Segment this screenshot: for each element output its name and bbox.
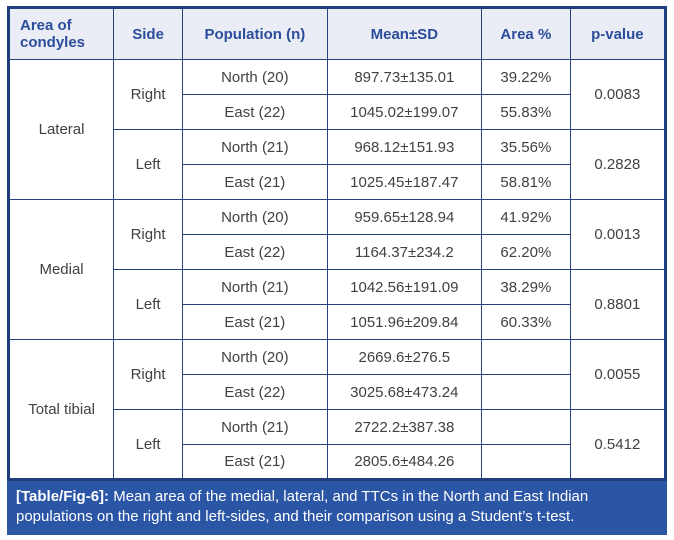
table-row: East (22) 1045.02±199.07 55.83% <box>9 94 666 130</box>
p-value-cell: 0.8801 <box>569 269 667 340</box>
population-cell: East (21) <box>182 304 328 340</box>
mean-sd-cell: 1051.96±209.84 <box>326 304 483 340</box>
mean-sd-cell: 1025.45±187.47 <box>326 164 483 200</box>
population-cell: East (22) <box>182 234 328 270</box>
table-row: East (21) 1025.45±187.47 58.81% <box>9 164 666 200</box>
side-cell: Left <box>113 129 184 200</box>
side-cell: Right <box>113 339 184 410</box>
area-pct-cell: 60.33% <box>481 304 571 340</box>
table-row: Total tibial Right North (20) 2669.6±276… <box>7 339 667 480</box>
table-row: Lateral Right North (20) 897.73±135.01 3… <box>7 59 667 200</box>
side-cell: Left <box>113 409 184 480</box>
population-cell: North (21) <box>182 409 328 445</box>
area-pct-cell: 35.56% <box>481 129 571 165</box>
col-header-population: Population (n) <box>182 7 328 60</box>
col-header-area-pct: Area % <box>481 7 571 60</box>
population-cell: North (21) <box>182 269 328 305</box>
table-row: Left North (21) 968.12±151.93 35.56% 0.2… <box>9 129 667 200</box>
caption-label: [Table/Fig-6]: <box>16 488 110 505</box>
col-header-p-value: p-value <box>569 7 667 60</box>
side-cell: Right <box>113 199 184 270</box>
header-row: Area of condyles Side Population (n) Mea… <box>7 7 667 60</box>
table-row: Left North (21) 1042.56±191.09 38.29% 0.… <box>9 269 667 340</box>
condyle-area-table: Area of condyles Side Population (n) Mea… <box>7 6 667 481</box>
col-header-side: Side <box>113 7 184 60</box>
area-cell: Medial <box>7 199 115 340</box>
col-header-area-of-condyles: Area of condyles <box>7 7 115 60</box>
col-header-mean-sd: Mean±SD <box>326 7 483 60</box>
p-value-cell: 0.5412 <box>569 409 667 480</box>
mean-sd-cell: 897.73±135.01 <box>326 59 483 95</box>
p-value-cell: 0.0055 <box>569 339 667 410</box>
p-value-cell: 0.0013 <box>569 199 667 270</box>
area-pct-cell: 58.81% <box>481 164 571 200</box>
area-pct-cell <box>481 444 571 480</box>
population-cell: North (20) <box>182 59 328 95</box>
area-pct-cell: 62.20% <box>481 234 571 270</box>
population-cell: East (22) <box>182 374 328 410</box>
table-row: East (22) 1164.37±234.2 62.20% <box>9 234 666 270</box>
table-caption: [Table/Fig-6]: Mean area of the medial, … <box>7 481 667 535</box>
mean-sd-cell: 1164.37±234.2 <box>326 234 483 270</box>
area-pct-cell: 55.83% <box>481 94 571 130</box>
table-header: Area of condyles Side Population (n) Mea… <box>7 7 667 60</box>
mean-sd-cell: 2722.2±387.38 <box>326 409 483 445</box>
population-cell: North (20) <box>182 339 328 375</box>
population-cell: North (20) <box>182 199 328 235</box>
mean-sd-cell: 959.65±128.94 <box>326 199 483 235</box>
mean-sd-cell: 968.12±151.93 <box>326 129 483 165</box>
table-body: Lateral Right North (20) 897.73±135.01 3… <box>7 59 667 480</box>
mean-sd-cell: 2805.6±484.26 <box>326 444 483 480</box>
area-pct-cell <box>481 374 571 410</box>
table-row: East (21) 2805.6±484.26 <box>9 444 666 480</box>
mean-sd-cell: 1045.02±199.07 <box>326 94 483 130</box>
table-row: Left North (21) 2722.2±387.38 0.5412 <box>9 409 667 480</box>
caption-text: Mean area of the medial, lateral, and TT… <box>16 488 589 526</box>
population-cell: East (21) <box>182 164 328 200</box>
side-cell: Right <box>113 59 184 130</box>
mean-sd-cell: 2669.6±276.5 <box>326 339 483 375</box>
area-pct-cell: 41.92% <box>481 199 571 235</box>
area-cell: Lateral <box>7 59 115 200</box>
table-row: East (22) 3025.68±473.24 <box>9 374 666 410</box>
area-cell: Total tibial <box>7 339 115 480</box>
area-pct-cell: 38.29% <box>481 269 571 305</box>
area-pct-cell <box>481 339 571 375</box>
p-value-cell: 0.0083 <box>569 59 667 130</box>
mean-sd-cell: 1042.56±191.09 <box>326 269 483 305</box>
table-row: Medial Right North (20) 959.65±128.94 41… <box>7 199 667 340</box>
area-pct-cell <box>481 409 571 445</box>
table-row: East (21) 1051.96±209.84 60.33% <box>9 304 666 340</box>
area-pct-cell: 39.22% <box>481 59 571 95</box>
side-cell: Left <box>113 269 184 340</box>
p-value-cell: 0.2828 <box>569 129 667 200</box>
population-cell: North (21) <box>182 129 328 165</box>
mean-sd-cell: 3025.68±473.24 <box>326 374 483 410</box>
population-cell: East (21) <box>182 444 328 480</box>
population-cell: East (22) <box>182 94 328 130</box>
